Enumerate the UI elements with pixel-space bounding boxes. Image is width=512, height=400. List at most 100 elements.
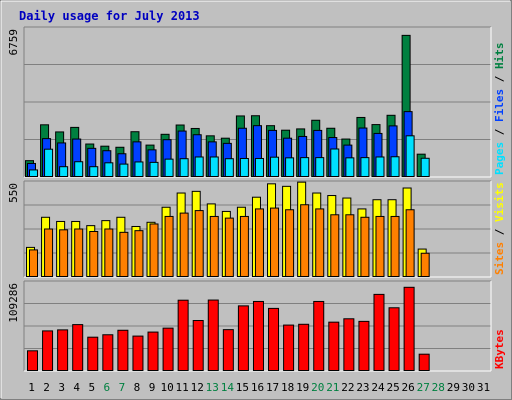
y-max-label: 6759 [7, 29, 20, 56]
sites-bar [59, 229, 69, 277]
day-tick-label: 27 [417, 381, 430, 394]
pages-bar [239, 157, 249, 178]
day-tick-label: 5 [88, 381, 95, 394]
day-tick-label: 7 [119, 381, 126, 394]
kbytes-bar [373, 293, 385, 372]
pages-bar [29, 169, 38, 178]
sites-bar [179, 212, 189, 278]
pages-bar [179, 158, 189, 177]
kbytes-bar [162, 327, 174, 372]
sites-bar [390, 215, 400, 277]
sites-bar [375, 215, 385, 277]
day-tick-label: 21 [326, 381, 339, 394]
day-tick-label: 3 [58, 381, 65, 394]
day-tick-label: 30 [462, 381, 475, 394]
kbytes-bar [268, 307, 280, 371]
sites-bar [89, 231, 99, 277]
pages-bar [59, 166, 69, 177]
day-axis: 1 2 3 4 5 6 7 8 9 10 11 12 13 14 15 16 17 18 19 20 21 22 23 24 2… [28, 381, 490, 394]
day-tick-label: 20 [311, 381, 324, 394]
legend-sep: / [493, 222, 506, 242]
day-tick-label: 9 [149, 381, 156, 394]
hits-files-pages-panel: 6759 Pages / Files / Hits [7, 26, 506, 178]
kbytes-bar [87, 336, 99, 372]
legend-pages: Pages [493, 142, 506, 175]
sites-bar [29, 249, 38, 277]
day-tick-label: 14 [221, 381, 235, 394]
day-tick-label: 16 [251, 381, 264, 394]
kbytes-bar [388, 307, 400, 372]
kbytes-bar [252, 300, 264, 372]
kbytes-bar [343, 318, 355, 371]
pages-bar [149, 161, 159, 178]
sites-bar [134, 230, 144, 277]
sites-bar [330, 214, 340, 277]
sites-bar [285, 209, 295, 277]
sites-bar [239, 215, 249, 277]
kbytes-bar [177, 299, 189, 371]
sites-bar [209, 215, 219, 277]
pages-bar [104, 162, 114, 177]
day-tick-label: 1 [28, 381, 35, 394]
pages-bar [345, 157, 355, 177]
day-tick-label: 29 [447, 381, 460, 394]
pages-bar [254, 157, 264, 178]
day-tick-label: 31 [477, 381, 490, 394]
kbytes-bar [418, 353, 430, 371]
day-tick-label: 23 [356, 381, 369, 394]
day-tick-label: 28 [432, 381, 445, 394]
kbytes-bar [298, 323, 310, 371]
legend-visits: Visits [493, 182, 506, 222]
day-tick-label: 13 [206, 381, 219, 394]
kbytes-panel: 109286 KBytes [7, 280, 506, 372]
kbytes-bar [192, 320, 204, 372]
day-tick-label: 11 [176, 381, 189, 394]
day-tick-label: 17 [266, 381, 279, 394]
sites-bar [345, 214, 355, 277]
sites-bar [405, 209, 415, 277]
day-tick-label: 22 [341, 381, 354, 394]
pages-bar [405, 135, 415, 177]
pages-bar [119, 163, 129, 177]
pages-bar [360, 157, 370, 178]
pages-bar [330, 148, 340, 178]
sites-bar [420, 252, 430, 277]
sites-bar [300, 204, 310, 277]
pages-bar [300, 157, 310, 178]
legend: Sites / Visits [493, 182, 506, 275]
y-max-label: 550 [7, 183, 20, 203]
day-tick-label: 12 [191, 381, 204, 394]
kbytes-bar [57, 329, 69, 371]
kbytes-bar [207, 299, 219, 372]
pages-bar [285, 157, 295, 177]
pages-bar [164, 158, 174, 178]
pages-bar [194, 156, 204, 178]
pages-bar [224, 158, 234, 177]
sites-bar [224, 217, 234, 277]
chart-title: Daily usage for July 2013 [19, 9, 200, 23]
legend: Pages / Files / Hits [493, 43, 506, 176]
kbytes-bar [403, 286, 415, 372]
pages-bar [420, 157, 430, 178]
sites-bar [119, 231, 129, 277]
legend-hits: Hits [493, 43, 506, 70]
legend-files: Files [493, 89, 506, 122]
pages-bar [390, 156, 400, 177]
y-max-label: 109286 [7, 283, 20, 323]
legend-kbytes: KBytes [493, 329, 506, 369]
day-tick-label: 19 [296, 381, 309, 394]
legend-sites: Sites [493, 242, 506, 275]
day-tick-label: 18 [281, 381, 294, 394]
day-tick-label: 15 [236, 381, 249, 394]
pages-bar [209, 156, 219, 178]
pages-bar [134, 161, 144, 177]
legend-sep: / [493, 69, 506, 89]
pages-bar [375, 156, 385, 178]
day-tick-label: 2 [43, 381, 50, 394]
kbytes-bar [117, 329, 129, 371]
pages-bar [89, 166, 99, 177]
kbytes-bar [237, 305, 249, 371]
legend: KBytes [493, 329, 506, 369]
kbytes-bar [313, 300, 325, 372]
kbytes-bar [328, 321, 340, 371]
